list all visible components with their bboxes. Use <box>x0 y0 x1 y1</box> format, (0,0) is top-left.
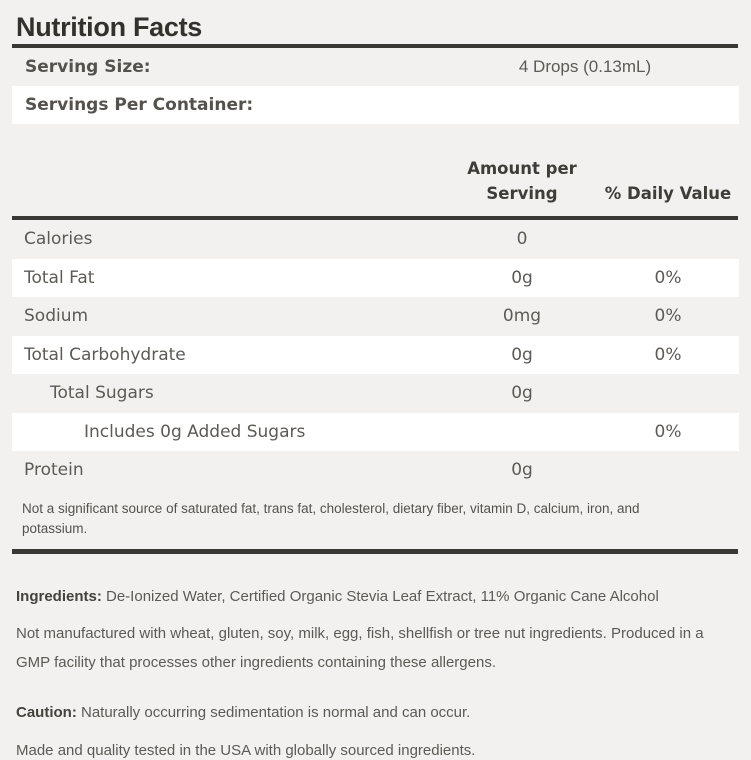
ingredients-statement: Ingredients: De-Ionized Water, Certified… <box>16 587 721 606</box>
nutrient-row: Protein 0g <box>0 451 751 490</box>
nutrient-row: Total Fat 0g 0% <box>0 258 751 297</box>
nutrient-name: Protein <box>24 460 84 481</box>
caution-text: Naturally occurring sedimentation is nor… <box>76 703 471 721</box>
servings-per-container-label: Servings Per Container: <box>25 95 254 115</box>
nutrient-name: Sodium <box>24 306 89 327</box>
daily-value-header: % Daily Value <box>604 184 732 203</box>
label-title: Nutrition Facts <box>16 12 203 42</box>
nutrient-name: Total Sugars <box>50 383 154 404</box>
caution-statement: Caution: Naturally occurring sedimentati… <box>16 703 721 722</box>
servings-per-container-row: Servings Per Container: <box>0 86 751 124</box>
nutrient-amount: 0g <box>511 460 533 481</box>
divider-header <box>12 216 738 220</box>
nutrient-name: Calories <box>24 229 93 250</box>
nutrient-rows: Calories 0 Total Fat 0g 0% Sodium 0mg 0%… <box>0 220 751 490</box>
caution-label: Caution: <box>16 703 77 721</box>
nutrient-row: Includes 0g Added Sugars 0% <box>0 412 751 451</box>
nutrient-daily-value: 0% <box>654 267 682 288</box>
ingredients-label: Ingredients: <box>16 587 102 605</box>
ingredients-text: De-Ionized Water, Certified Organic Stev… <box>101 587 659 605</box>
nutrient-daily-value: 0% <box>654 306 682 327</box>
nutrient-daily-value: 0% <box>654 344 682 365</box>
nutrient-row: Calories 0 <box>0 220 751 259</box>
serving-size-value: 4 Drops (0.13mL) <box>518 57 652 76</box>
serving-size-label: Serving Size: <box>25 57 151 77</box>
nutrient-row: Total Carbohydrate 0g 0% <box>0 335 751 374</box>
nutrient-amount: 0g <box>511 344 533 365</box>
column-headers: Amount per Serving % Daily Value <box>0 124 751 216</box>
divider-bottom <box>12 548 738 554</box>
serving-size-row: Serving Size: 4 Drops (0.13mL) <box>0 48 751 86</box>
nutrient-daily-value: 0% <box>654 421 682 442</box>
nutrient-amount: 0g <box>511 267 533 288</box>
nutrient-name: Total Fat <box>24 267 95 288</box>
nutrient-amount: 0g <box>511 383 533 404</box>
amount-per-serving-header: Amount per Serving <box>447 156 597 206</box>
allergen-statement: Not manufactured with wheat, gluten, soy… <box>16 624 704 671</box>
divider-top <box>12 44 738 48</box>
origin-statement: Made and quality tested in the USA with … <box>16 741 476 759</box>
amount-header-line2: Serving <box>486 184 558 203</box>
nutrient-amount: 0mg <box>502 306 542 327</box>
footnote: Not a significant source of saturated fa… <box>22 500 640 537</box>
supplemental-info: Ingredients: De-Ionized Water, Certified… <box>0 587 751 760</box>
nutrient-row: Sodium 0mg 0% <box>0 297 751 336</box>
nutrient-amount: 0 <box>516 229 528 250</box>
amount-header-line1: Amount per <box>467 159 577 178</box>
nutrient-row: Total Sugars 0g <box>0 374 751 413</box>
nutrient-name: Total Carbohydrate <box>24 344 186 365</box>
nutrient-name: Includes 0g Added Sugars <box>84 421 306 442</box>
